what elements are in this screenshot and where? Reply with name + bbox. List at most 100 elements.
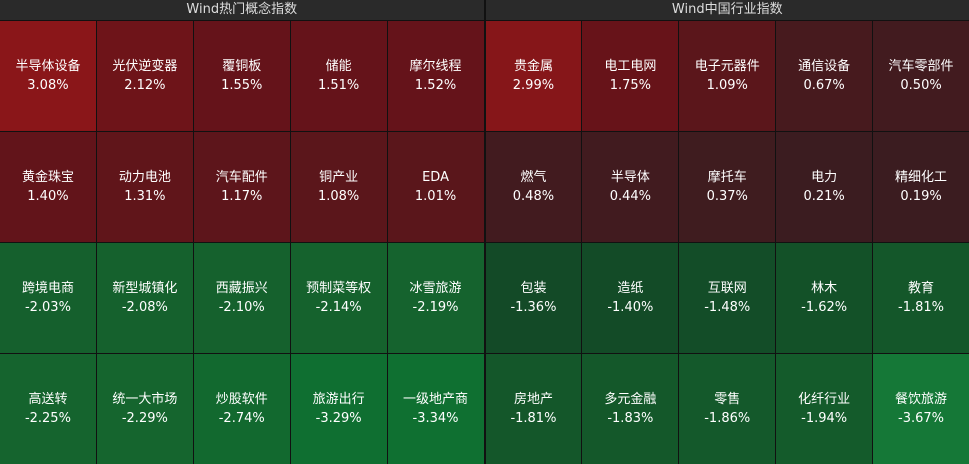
tile-change: -1.40% bbox=[607, 300, 654, 315]
tile-name: 覆铜板 bbox=[222, 59, 262, 74]
tile[interactable]: EDA 1.01% bbox=[387, 132, 484, 242]
tile-change: 2.12% bbox=[124, 78, 166, 93]
tile[interactable]: 西藏振兴 -2.10% bbox=[193, 243, 290, 353]
tile[interactable]: 零售 -1.86% bbox=[679, 354, 776, 464]
tile[interactable]: 储能 1.51% bbox=[290, 21, 387, 131]
tile[interactable]: 摩托车 0.37% bbox=[679, 132, 776, 242]
tile[interactable]: 包装 -1.36% bbox=[485, 243, 582, 353]
tile[interactable]: 预制菜等权 -2.14% bbox=[290, 243, 387, 353]
tile[interactable]: 统一大市场 -2.29% bbox=[96, 354, 193, 464]
tile[interactable]: 旅游出行 -3.29% bbox=[290, 354, 387, 464]
tile-change: 1.17% bbox=[221, 189, 263, 204]
tile-name: 林木 bbox=[811, 281, 838, 296]
tile-name: 冰雪旅游 bbox=[409, 281, 462, 296]
tile-name: 餐饮旅游 bbox=[895, 392, 948, 407]
tile-name: 电工电网 bbox=[604, 59, 657, 74]
tile-name: 预制菜等权 bbox=[306, 281, 372, 296]
tile-change: 1.52% bbox=[414, 78, 457, 93]
tile-change: 1.55% bbox=[221, 78, 263, 93]
tile[interactable]: 电力 0.21% bbox=[776, 132, 873, 242]
tile-name: 互联网 bbox=[707, 281, 747, 296]
tile[interactable]: 多元金融 -1.83% bbox=[582, 354, 679, 464]
tile-name: 炒股软件 bbox=[215, 392, 268, 407]
tile-change: 0.48% bbox=[512, 189, 555, 204]
tile[interactable]: 电子元器件 1.09% bbox=[679, 21, 776, 131]
tile[interactable]: 造纸 -1.40% bbox=[582, 243, 679, 353]
tile-name: 摩尔线程 bbox=[409, 59, 462, 74]
tile-change: -2.14% bbox=[315, 300, 362, 315]
panel-title: Wind中国行业指数 bbox=[485, 0, 969, 21]
tile[interactable]: 半导体 0.44% bbox=[582, 132, 679, 242]
tile-change: 3.08% bbox=[27, 78, 69, 93]
tile[interactable]: 新型城镇化 -2.08% bbox=[96, 243, 193, 353]
tile-grid: 贵金属 2.99% 电工电网 1.75% 电子元器件 1.09% 通信设备 0.67% 汽车零部… bbox=[485, 21, 969, 464]
tile-change: -2.10% bbox=[218, 300, 265, 315]
tile-change: -1.81% bbox=[898, 300, 945, 315]
tile[interactable]: 铜产业 1.08% bbox=[290, 132, 387, 242]
tile-change: 1.40% bbox=[27, 189, 69, 204]
tile-name: 贵金属 bbox=[513, 59, 553, 74]
tile[interactable]: 房地产 -1.81% bbox=[485, 354, 582, 464]
tile-change: -2.03% bbox=[24, 300, 71, 315]
tile[interactable]: 电工电网 1.75% bbox=[582, 21, 679, 131]
tile-name: 摩托车 bbox=[707, 170, 747, 185]
tile[interactable]: 冰雪旅游 -2.19% bbox=[387, 243, 484, 353]
tile-change: -1.81% bbox=[510, 411, 557, 426]
tile[interactable]: 林木 -1.62% bbox=[776, 243, 873, 353]
tile-name: 零售 bbox=[714, 392, 741, 407]
tile-change: 0.44% bbox=[609, 189, 651, 204]
tile-change: 0.50% bbox=[900, 78, 942, 93]
tile[interactable]: 精细化工 0.19% bbox=[873, 132, 969, 242]
tile[interactable]: 燃气 0.48% bbox=[485, 132, 582, 242]
tile[interactable]: 高送转 -2.25% bbox=[0, 354, 96, 464]
tile[interactable]: 汽车零部件 0.50% bbox=[873, 21, 969, 131]
tile-name: 通信设备 bbox=[798, 59, 851, 74]
tile-change: -2.19% bbox=[412, 300, 459, 315]
tile-change: -1.36% bbox=[510, 300, 557, 315]
tile-name: 储能 bbox=[325, 59, 352, 74]
tile-name: 化纤行业 bbox=[798, 392, 851, 407]
tile[interactable]: 互联网 -1.48% bbox=[679, 243, 776, 353]
tile[interactable]: 通信设备 0.67% bbox=[776, 21, 873, 131]
tile[interactable]: 动力电池 1.31% bbox=[96, 132, 193, 242]
panel: Wind热门概念指数 半导体设备 3.08% 光伏逆变器 2.12% 覆铜板 1.55% 储能… bbox=[0, 0, 484, 464]
panel: Wind中国行业指数 贵金属 2.99% 电工电网 1.75% 电子元器件 1.09% 通信设… bbox=[485, 0, 969, 464]
tile-change: 1.08% bbox=[317, 189, 360, 204]
tile-change: -2.74% bbox=[218, 411, 265, 426]
tile[interactable]: 一级地产商 -3.34% bbox=[387, 354, 484, 464]
tile[interactable]: 教育 -1.81% bbox=[873, 243, 969, 353]
tile[interactable]: 半导体设备 3.08% bbox=[0, 21, 96, 131]
tile-name: 房地产 bbox=[513, 392, 553, 407]
tile[interactable]: 贵金属 2.99% bbox=[485, 21, 582, 131]
tile-name: 统一大市场 bbox=[112, 392, 178, 407]
tile-name: 铜产业 bbox=[319, 170, 359, 185]
tile-change: 1.75% bbox=[609, 78, 651, 93]
tile[interactable]: 汽车配件 1.17% bbox=[193, 132, 290, 242]
tile-name: 跨境电商 bbox=[21, 281, 74, 296]
tile-name: 新型城镇化 bbox=[112, 281, 178, 296]
tile-change: 1.09% bbox=[706, 78, 748, 93]
tile-change: 0.19% bbox=[900, 189, 942, 204]
tile[interactable]: 摩尔线程 1.52% bbox=[387, 21, 484, 131]
tile[interactable]: 光伏逆变器 2.12% bbox=[96, 21, 193, 131]
tile-change: -2.25% bbox=[24, 411, 71, 426]
tile-change: 1.51% bbox=[317, 78, 360, 93]
tile-name: 电子元器件 bbox=[694, 59, 760, 74]
tile[interactable]: 覆铜板 1.55% bbox=[193, 21, 290, 131]
tile-change: -1.62% bbox=[801, 300, 848, 315]
tile-name: 黄金珠宝 bbox=[21, 170, 74, 185]
tile-name: 西藏振兴 bbox=[215, 281, 268, 296]
tile-name: 包装 bbox=[520, 281, 547, 296]
tile-change: 0.67% bbox=[803, 78, 845, 93]
tile[interactable]: 跨境电商 -2.03% bbox=[0, 243, 96, 353]
tile[interactable]: 黄金珠宝 1.40% bbox=[0, 132, 96, 242]
tile-change: -3.34% bbox=[412, 411, 459, 426]
tile[interactable]: 餐饮旅游 -3.67% bbox=[873, 354, 969, 464]
tile-change: 0.37% bbox=[706, 189, 748, 204]
tile-name: 电力 bbox=[811, 170, 838, 185]
tile[interactable]: 化纤行业 -1.94% bbox=[776, 354, 873, 464]
tile-name: 高送转 bbox=[28, 392, 68, 407]
tile-name: 动力电池 bbox=[118, 170, 171, 185]
tile[interactable]: 炒股软件 -2.74% bbox=[193, 354, 290, 464]
